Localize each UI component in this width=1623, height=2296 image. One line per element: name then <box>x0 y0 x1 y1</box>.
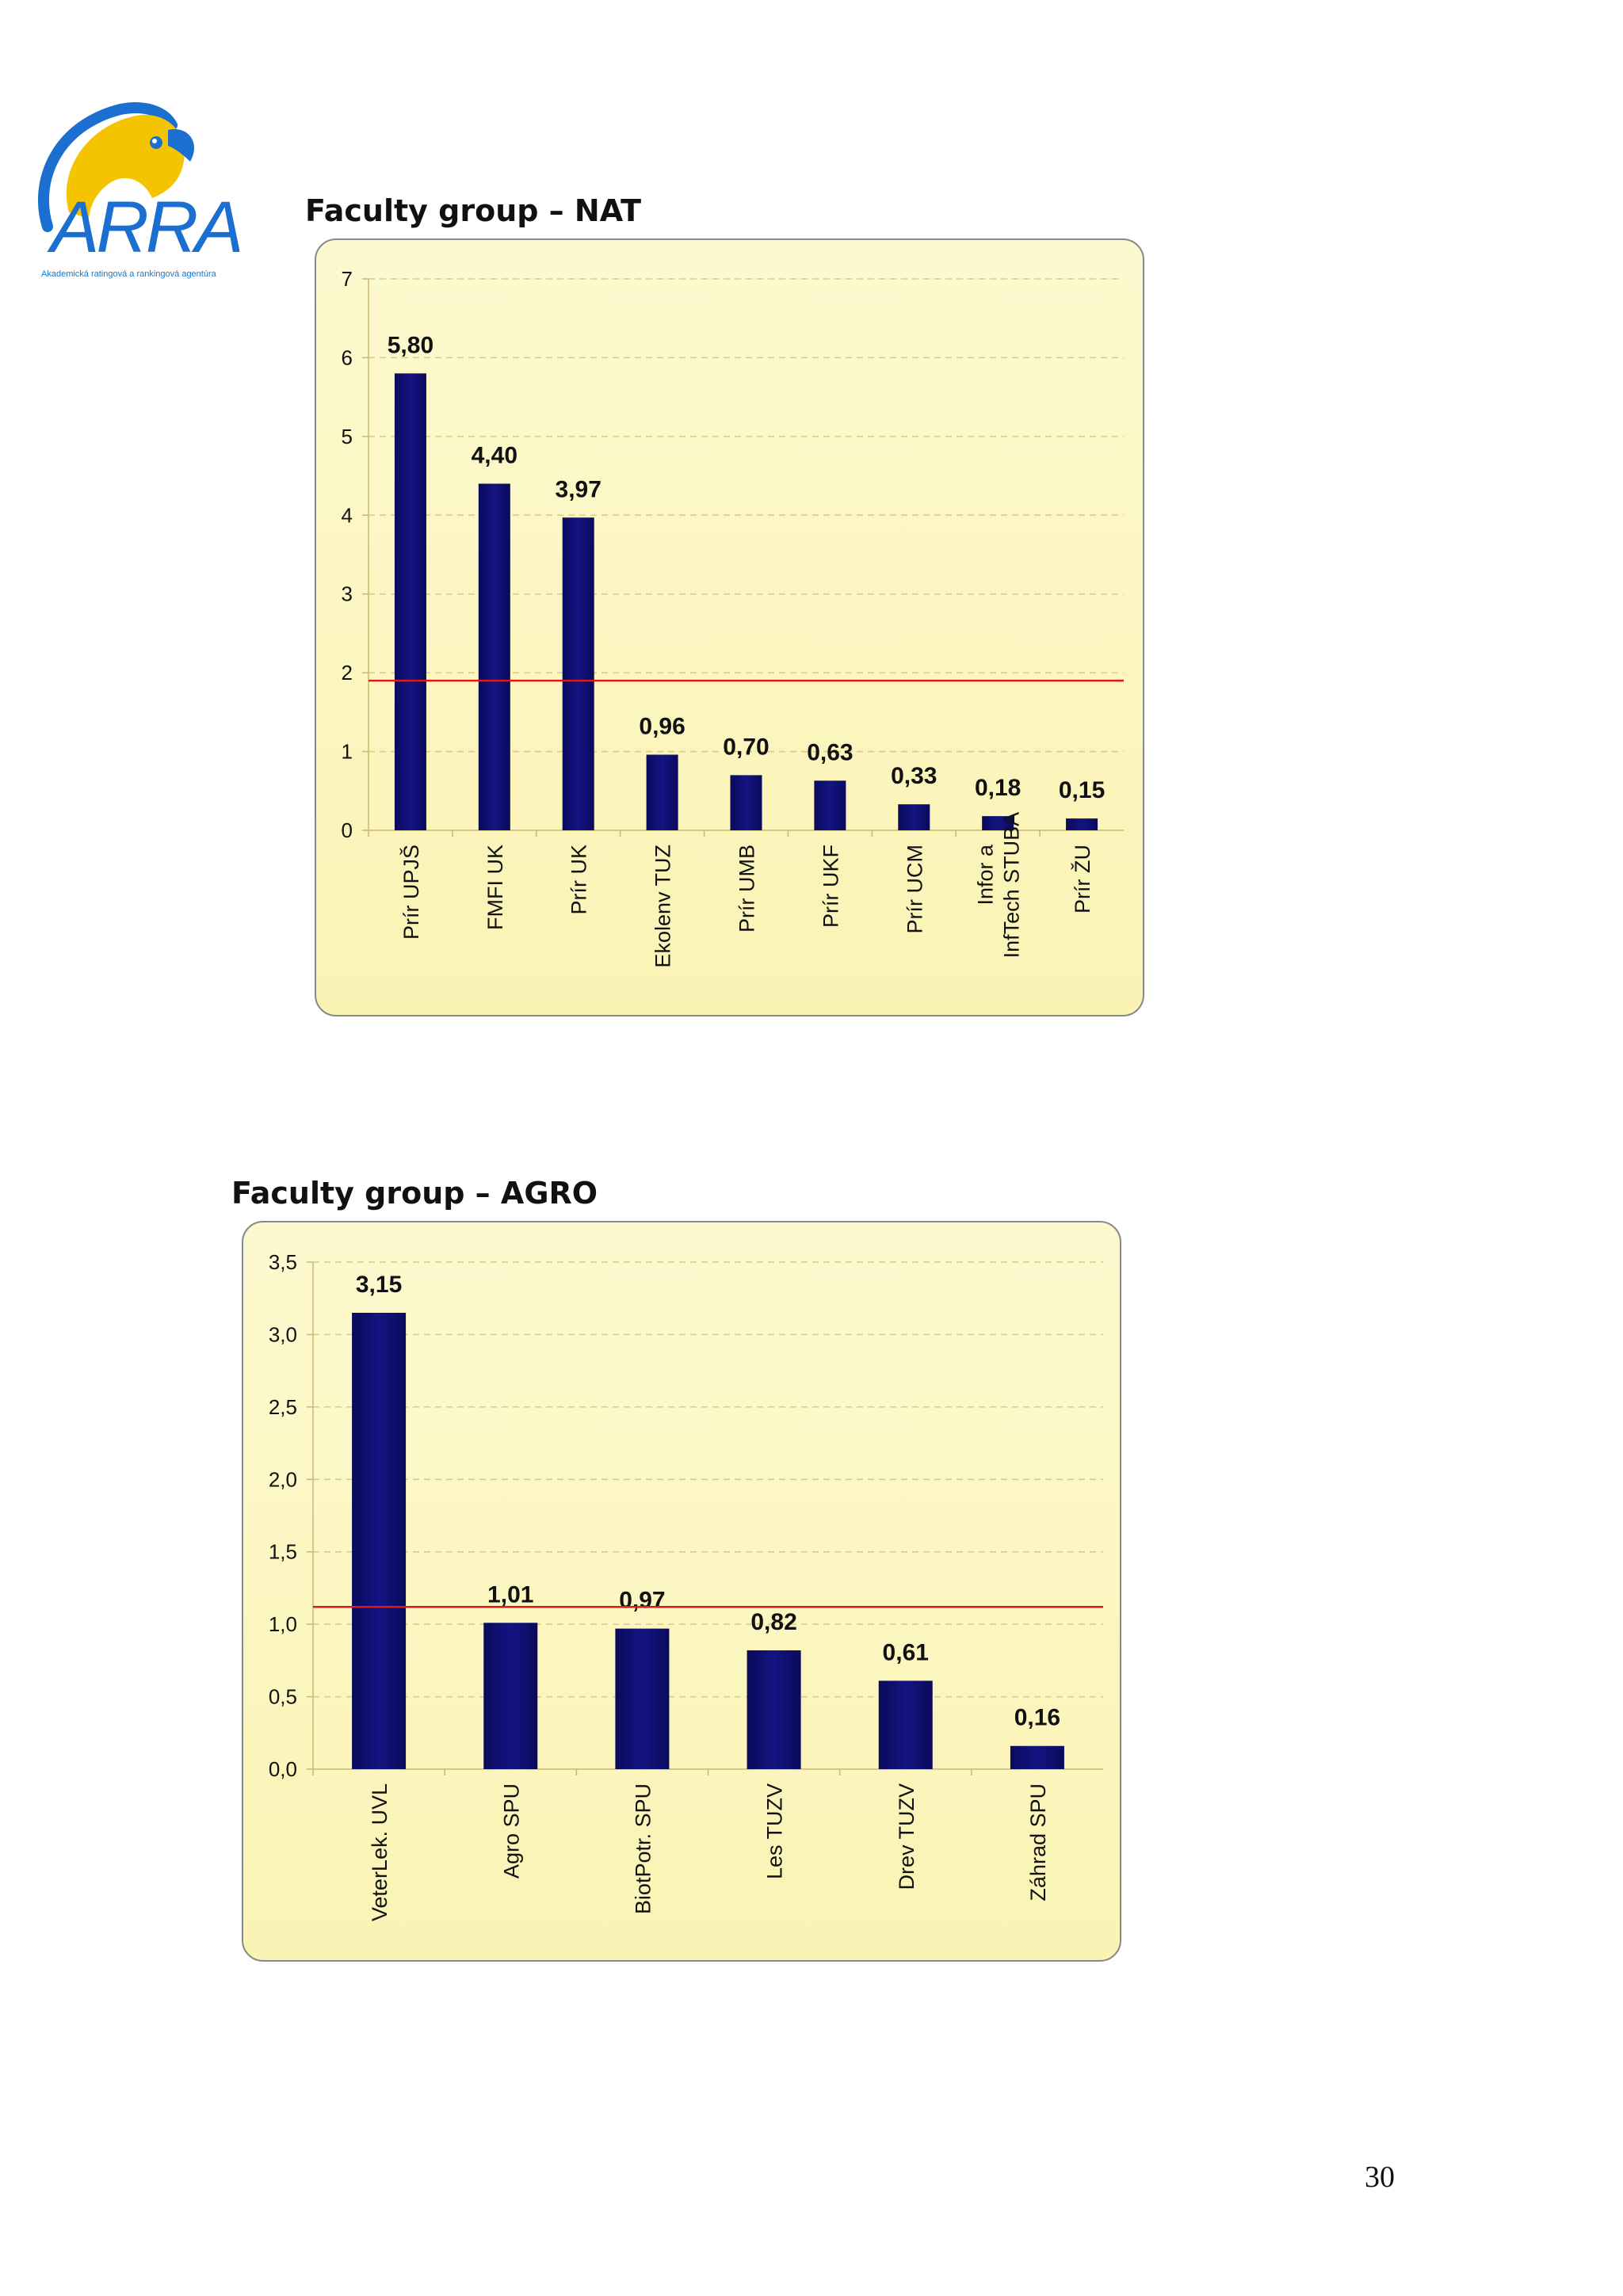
agro-bar <box>352 1313 407 1769</box>
agro-bar <box>747 1650 801 1769</box>
nat-y-tick-label: 1 <box>342 740 353 764</box>
nat-y-tick-label: 3 <box>342 582 353 606</box>
nat-bar <box>478 483 510 830</box>
agro-chart: 0,0 0,5 1,0 1,5 2,0 2,5 3,0 3,5 3,15 VeterLek. U… <box>242 1221 1121 1962</box>
nat-chart-panel <box>315 238 1144 1016</box>
arra-logo-graphic: ARRA <box>37 102 244 268</box>
nat-bar <box>394 373 426 830</box>
agro-bar <box>1010 1745 1064 1769</box>
agro-bar <box>615 1628 670 1769</box>
nat-value-label: 0,63 <box>807 739 853 765</box>
arra-logo: ARRA Akademická ratingová a rankingová a… <box>25 93 244 292</box>
agro-y-tick-label: 3,5 <box>269 1250 297 1274</box>
page-number: 30 <box>1365 2161 1395 2194</box>
agro-y-tick-label: 2,5 <box>269 1395 297 1419</box>
nat-category-label: Prír UCM <box>903 845 926 933</box>
nat-category-label: Prír UK <box>567 845 591 915</box>
nat-y-tick-label: 7 <box>342 267 353 291</box>
chart-title-agro: Faculty group – AGRO <box>231 1176 598 1211</box>
nat-value-label: 0,15 <box>1059 777 1105 803</box>
nat-value-label: 0,96 <box>639 714 685 740</box>
agro-y-tick-label: 1,5 <box>269 1540 297 1564</box>
nat-category-label: Infor a InfTech STUBA <box>974 812 1024 959</box>
agro-category-label: Záhrad SPU <box>1026 1783 1050 1901</box>
agro-value-label: 0,82 <box>750 1609 796 1635</box>
agro-bar <box>483 1623 538 1769</box>
nat-bar <box>646 754 678 830</box>
logo-wordmark: ARRA <box>47 187 239 268</box>
agro-value-label: 0,16 <box>1014 1705 1060 1731</box>
nat-category-label: Prír ŽU <box>1070 845 1094 913</box>
agro-y-tick-label: 0,0 <box>269 1757 297 1781</box>
nat-category-label: Prír UPJŠ <box>399 845 423 940</box>
nat-category-label: Prír UKF <box>819 845 842 928</box>
agro-value-label: 1,01 <box>487 1581 533 1608</box>
agro-category-label: Agro SPU <box>499 1783 523 1878</box>
nat-category-label: FMFI UK <box>483 845 507 930</box>
agro-y-tick-label: 3,0 <box>269 1322 297 1346</box>
nat-bar <box>1066 818 1098 830</box>
nat-bar <box>898 804 930 830</box>
agro-value-label: 3,15 <box>356 1272 402 1298</box>
nat-bar <box>814 780 846 830</box>
agro-category-label: Les TUZV <box>763 1783 787 1879</box>
nat-bar <box>982 816 1014 830</box>
nat-y-tick-label: 4 <box>342 503 353 527</box>
nat-y-tick-label: 0 <box>342 818 353 842</box>
nat-y-tick-label: 5 <box>342 425 353 448</box>
agro-category-label: BiotPotr. SPU <box>631 1783 655 1914</box>
nat-value-label: 3,97 <box>556 476 601 502</box>
chart-title-nat: Faculty group – NAT <box>305 193 642 228</box>
nat-value-label: 4,40 <box>472 443 517 469</box>
agro-y-tick-label: 0,5 <box>269 1685 297 1709</box>
nat-y-tick-label: 2 <box>342 661 353 685</box>
agro-y-tick-label: 2,0 <box>269 1467 297 1491</box>
nat-value-label: 0,33 <box>891 763 937 789</box>
nat-bar <box>730 775 762 830</box>
nat-category-label: Ekolenv TUZ <box>651 845 675 968</box>
logo-subtitle: Akademická ratingová a rankingová agentú… <box>41 269 216 279</box>
nat-category-label: Prír UMB <box>735 845 759 933</box>
agro-y-tick-label: 1,0 <box>269 1612 297 1636</box>
nat-value-label: 0,18 <box>975 775 1021 801</box>
agro-value-label: 0,97 <box>619 1588 665 1614</box>
agro-bar <box>878 1680 933 1769</box>
nat-bar <box>562 517 594 830</box>
nat-value-label: 0,70 <box>723 734 769 760</box>
agro-value-label: 0,61 <box>883 1639 929 1665</box>
agro-category-label: VeterLek. UVL <box>368 1783 391 1921</box>
agro-category-label: Drev TUZV <box>895 1783 918 1890</box>
nat-value-label: 5,80 <box>388 332 433 358</box>
nat-y-tick-label: 6 <box>342 345 353 369</box>
nat-chart: 0 1 2 3 4 5 6 7 5,80 Prír UPJŠ 4,40 FMFI UK 3,97 Prí… <box>315 238 1144 1016</box>
